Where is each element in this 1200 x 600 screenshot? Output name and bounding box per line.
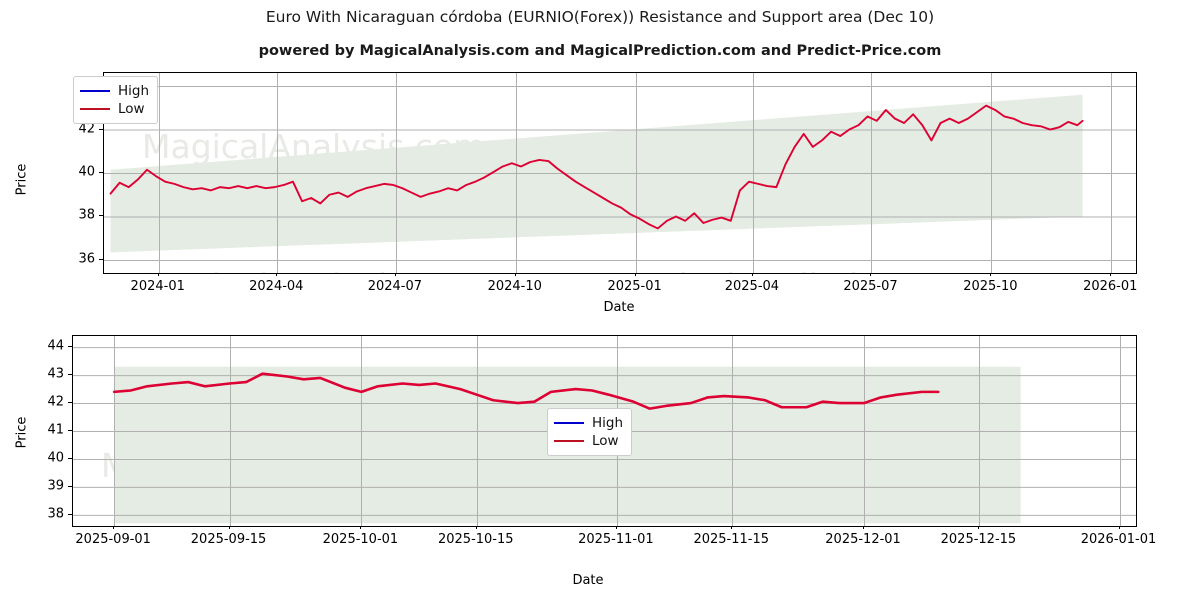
xtick-label: 2025-10-15 — [437, 532, 514, 547]
ytick-label: 36 — [78, 251, 95, 267]
ytick-label: 42 — [47, 394, 64, 410]
xtick-label: 2024-04 — [249, 279, 304, 294]
xtick-label: 2025-01 — [607, 279, 662, 294]
ytick-mark — [68, 430, 72, 431]
xtick-label: 2024-10 — [487, 279, 542, 294]
xtick-mark — [863, 525, 865, 529]
watermark-analysis-top-bottom: MagicalAnalysis.com — [142, 266, 485, 273]
ytick-mark — [99, 128, 103, 130]
xtick-mark — [1118, 525, 1120, 529]
legend-row-low: Low — [554, 432, 623, 450]
xtick-label: 2025-09-01 — [75, 532, 151, 547]
bottom-chart-legend: High Low — [547, 408, 633, 456]
xtick-label: 2025-11-01 — [578, 532, 654, 547]
ytick-label: 38 — [47, 506, 64, 522]
legend-swatch-low-icon — [80, 108, 110, 110]
legend-row-low: Low — [80, 100, 149, 118]
top-chart-panel: Price 3638404244 2024-012024-042024-0720… — [15, 72, 1138, 315]
xtick-label: 2026-01 — [1083, 279, 1138, 294]
legend-swatch-high-icon — [554, 422, 584, 424]
xtick-mark — [276, 272, 278, 276]
ytick-mark — [68, 485, 72, 487]
xtick-label: 2025-12-15 — [940, 532, 1017, 547]
xtick-label: 2025-04 — [724, 279, 780, 294]
legend-row-high: High — [554, 414, 623, 432]
xtick-mark — [394, 272, 396, 276]
xtick-label: 2025-11-15 — [693, 532, 769, 547]
xtick-label: 2026-01-01 — [1080, 532, 1157, 547]
xtick-mark — [228, 525, 230, 529]
xtick-label: 2025-10-01 — [322, 532, 399, 547]
ytick-mark — [68, 513, 72, 515]
xtick-mark — [615, 525, 617, 529]
xtick-mark — [990, 272, 992, 276]
bottom-chart-panel: Price 38 39 40 41 42 43 44 2025-09-01 2025-09-1… — [0, 320, 1200, 600]
xtick-mark — [634, 272, 636, 276]
top-chart-plot-area: MagicalAnalysis.com MagicalPrediction.co… — [103, 72, 1137, 274]
ytick-mark — [99, 172, 103, 173]
bottom-chart-xlabel: Date — [572, 573, 604, 588]
xtick-mark — [870, 272, 872, 276]
xtick-mark — [514, 272, 516, 276]
legend-row-high: High — [80, 82, 149, 100]
ytick-label: 38 — [78, 207, 95, 223]
ytick-mark — [99, 215, 103, 217]
watermark-prediction-top-bottom: MagicalPrediction.com — [609, 266, 980, 273]
xtick-mark — [1110, 272, 1112, 276]
ytick-label: 40 — [47, 450, 64, 466]
xtick-mark — [751, 272, 753, 276]
ytick-mark — [68, 402, 72, 404]
xtick-mark — [475, 525, 477, 529]
xtick-mark — [113, 525, 115, 529]
ytick-label: 41 — [47, 422, 64, 438]
xtick-label: 2024-07 — [367, 279, 423, 294]
legend-swatch-low-icon — [554, 440, 584, 442]
legend-label-high: High — [118, 83, 150, 99]
xtick-label: 2025-07 — [843, 279, 898, 294]
ytick-mark — [68, 457, 72, 459]
ytick-label: 39 — [47, 478, 64, 494]
xtick-label: 2025-10 — [963, 279, 1018, 294]
top-chart-svg — [104, 73, 1136, 273]
ytick-label: 43 — [47, 366, 64, 382]
ytick-label: 40 — [78, 164, 95, 180]
legend-label-low: Low — [592, 433, 619, 449]
xtick-mark — [978, 525, 980, 529]
xtick-label: 2024-01 — [130, 279, 185, 294]
top-chart-xtick-group: 2024-01 2024-04 2024-07 2024-10 2025-01 2025-… — [130, 272, 1138, 294]
legend-swatch-high-icon — [80, 90, 110, 92]
legend-label-low: Low — [118, 101, 145, 117]
ytick-mark — [99, 258, 103, 260]
bottom-chart-xtick-group: 2025-09-01 2025-09-15 2025-10-01 2025-10-15… — [0, 320, 1200, 600]
page-subtitle: powered by MagicalAnalysis.com and Magic… — [258, 43, 942, 59]
ytick-label: 42 — [78, 121, 95, 137]
bottom-chart-ytick-group: 38 39 40 41 42 43 44 — [0, 320, 1200, 600]
top-chart-legend: High Low — [73, 76, 159, 124]
xtick-mark — [157, 272, 159, 276]
xtick-mark — [731, 525, 733, 529]
top-chart-xlabel: Date — [603, 300, 635, 315]
ytick-mark — [68, 346, 72, 348]
xtick-mark — [360, 525, 362, 529]
xtick-label: 2025-09-15 — [190, 532, 267, 547]
ytick-mark — [68, 374, 72, 376]
legend-label-high: High — [592, 415, 624, 431]
xtick-label: 2025-12-01 — [825, 532, 901, 547]
ytick-label: 44 — [47, 338, 64, 354]
page-title: Euro With Nicaraguan córdoba (EURNIO(For… — [265, 8, 935, 26]
